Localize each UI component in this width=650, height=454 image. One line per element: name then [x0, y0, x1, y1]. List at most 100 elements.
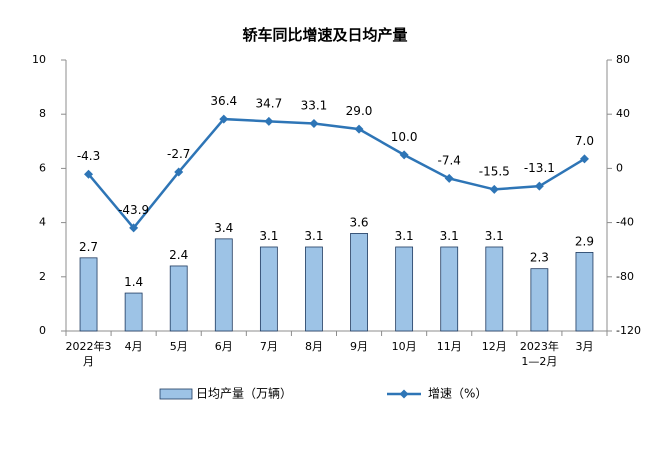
- x-axis-label: 5月: [170, 340, 188, 353]
- line-data-label: -43.9: [118, 203, 149, 217]
- line-point: [489, 184, 499, 194]
- x-axis-label: 2022年3 月: [66, 339, 112, 368]
- chart-title: 轿车同比增速及日均产量: [242, 26, 407, 44]
- bar: [350, 233, 368, 332]
- bar: [305, 246, 323, 332]
- right-axis-tick-label: -40: [616, 216, 634, 229]
- line-point: [534, 181, 544, 191]
- bar-data-label: 3.6: [349, 215, 368, 229]
- x-axis-label-line: 6月: [215, 340, 233, 353]
- line-point: [264, 116, 274, 126]
- line-data-label: 7.0: [575, 134, 594, 148]
- bar-data-label: 1.4: [124, 275, 143, 289]
- right-axis-tick-label: -80: [616, 270, 634, 283]
- right-axis-tick-label: 40: [616, 107, 630, 120]
- line-data-label: -15.5: [479, 164, 510, 178]
- x-axis-label-line: 3月: [575, 340, 593, 353]
- line-data-label: 34.7: [256, 96, 283, 110]
- legend-bar-swatch: [159, 388, 193, 400]
- bar-data-label: 2.9: [575, 234, 594, 248]
- x-axis-label-line: 11月: [437, 340, 462, 353]
- line-data-label: -2.7: [167, 147, 190, 161]
- x-axis-label: 11月: [437, 340, 462, 353]
- left-axis-tick-label: 6: [39, 161, 46, 174]
- bar: [440, 246, 459, 332]
- right-axis-tick-label: -120: [616, 324, 641, 337]
- axes: 0 2 4 6 8 10 -120 -80 -40 0 40 80: [32, 53, 641, 337]
- bar-data-label: 3.1: [485, 229, 504, 243]
- x-axis-label: 2023年 1—2月: [520, 339, 559, 368]
- line-data-label: 36.4: [210, 94, 237, 108]
- bar-data-label: 3.1: [395, 229, 414, 243]
- line-data-label: -4.3: [77, 149, 100, 163]
- x-axis-label-line: 1—2月: [521, 355, 557, 368]
- line-data-label: -13.1: [524, 161, 555, 175]
- line-point: [399, 150, 409, 160]
- line-point: [309, 119, 319, 129]
- bar-data-label: 3.1: [440, 229, 459, 243]
- bar: [259, 246, 278, 332]
- bar-data-label: 2.7: [79, 240, 98, 254]
- line-data-label: 10.0: [391, 130, 418, 144]
- line-point: [129, 223, 139, 233]
- line-data-label: -7.4: [437, 153, 460, 167]
- legend-line-label: 增速（%）: [428, 387, 487, 401]
- x-axis-label-line: 月: [83, 355, 94, 368]
- x-axis-label-line: 8月: [305, 340, 323, 353]
- x-axis-labels: 2022年3 月 4月 5月 6月 7月 8月 9月 10月 11月 12月 2023年 1—2月 3月: [66, 339, 594, 368]
- bar: [214, 238, 233, 332]
- bar: [485, 246, 504, 332]
- x-axis-label: 9月: [350, 340, 368, 353]
- x-axis-label: 7月: [260, 340, 278, 353]
- x-axis-label: 8月: [305, 340, 323, 353]
- bar-data-label: 3.4: [214, 221, 233, 235]
- left-axis-tick-label: 4: [39, 216, 46, 229]
- x-axis-label-line: 9月: [350, 340, 368, 353]
- bar-data-label: 3.1: [259, 229, 278, 243]
- bar-data-label: 2.4: [169, 248, 188, 262]
- bar: [395, 246, 414, 332]
- x-axis-label-line: 2022年3: [66, 339, 112, 353]
- line-series: [84, 114, 589, 233]
- x-axis-label-line: 4月: [125, 340, 143, 353]
- bar: [169, 265, 188, 332]
- bar: [79, 257, 98, 332]
- line-point: [219, 114, 229, 124]
- x-axis-label-line: 2023年: [520, 339, 559, 353]
- bar: [124, 292, 143, 332]
- line-data-label: 29.0: [346, 104, 373, 118]
- bar: [575, 252, 594, 332]
- x-axis-label: 4月: [125, 340, 143, 353]
- bar: [530, 268, 549, 332]
- left-axis-tick-label: 8: [39, 107, 46, 120]
- x-axis-label-line: 10月: [392, 340, 417, 353]
- bar-data-label: 3.1: [304, 229, 323, 243]
- line-labels: -4.3 -43.9 -2.7 36.4 34.7 33.1 29.0 10.0 -7.4 -15…: [77, 94, 594, 217]
- x-axis-label: 6月: [215, 340, 233, 353]
- line-point: [579, 154, 589, 164]
- left-axis-tick-label: 2: [39, 270, 46, 283]
- bar-series: [79, 233, 594, 332]
- line-data-label: 33.1: [301, 99, 328, 113]
- legend: 日均产量（万辆） 增速（%）: [159, 387, 487, 401]
- line-point: [444, 173, 454, 183]
- x-axis-label-line: 12月: [482, 340, 507, 353]
- x-axis-label-line: 7月: [260, 340, 278, 353]
- line-point: [354, 124, 364, 134]
- legend-bar-label: 日均产量（万辆）: [196, 387, 292, 401]
- right-axis-tick-label: 0: [616, 161, 623, 174]
- bar-data-label: 2.3: [530, 251, 549, 265]
- growth-line: [87, 117, 586, 230]
- x-axis-label: 12月: [482, 340, 507, 353]
- bar-labels: 2.7 1.4 2.4 3.4 3.1 3.1 3.6 3.1 3.1 3.1 2.3 2.9: [79, 215, 594, 289]
- line-point: [174, 167, 184, 177]
- x-axis-label: 3月: [575, 340, 593, 353]
- left-axis-tick-label: 0: [39, 324, 46, 337]
- line-point: [84, 169, 94, 179]
- right-axis-tick-label: 80: [616, 53, 630, 66]
- left-axis-tick-label: 10: [32, 53, 46, 66]
- x-axis-label: 10月: [392, 340, 417, 353]
- legend-line-marker: [399, 389, 409, 399]
